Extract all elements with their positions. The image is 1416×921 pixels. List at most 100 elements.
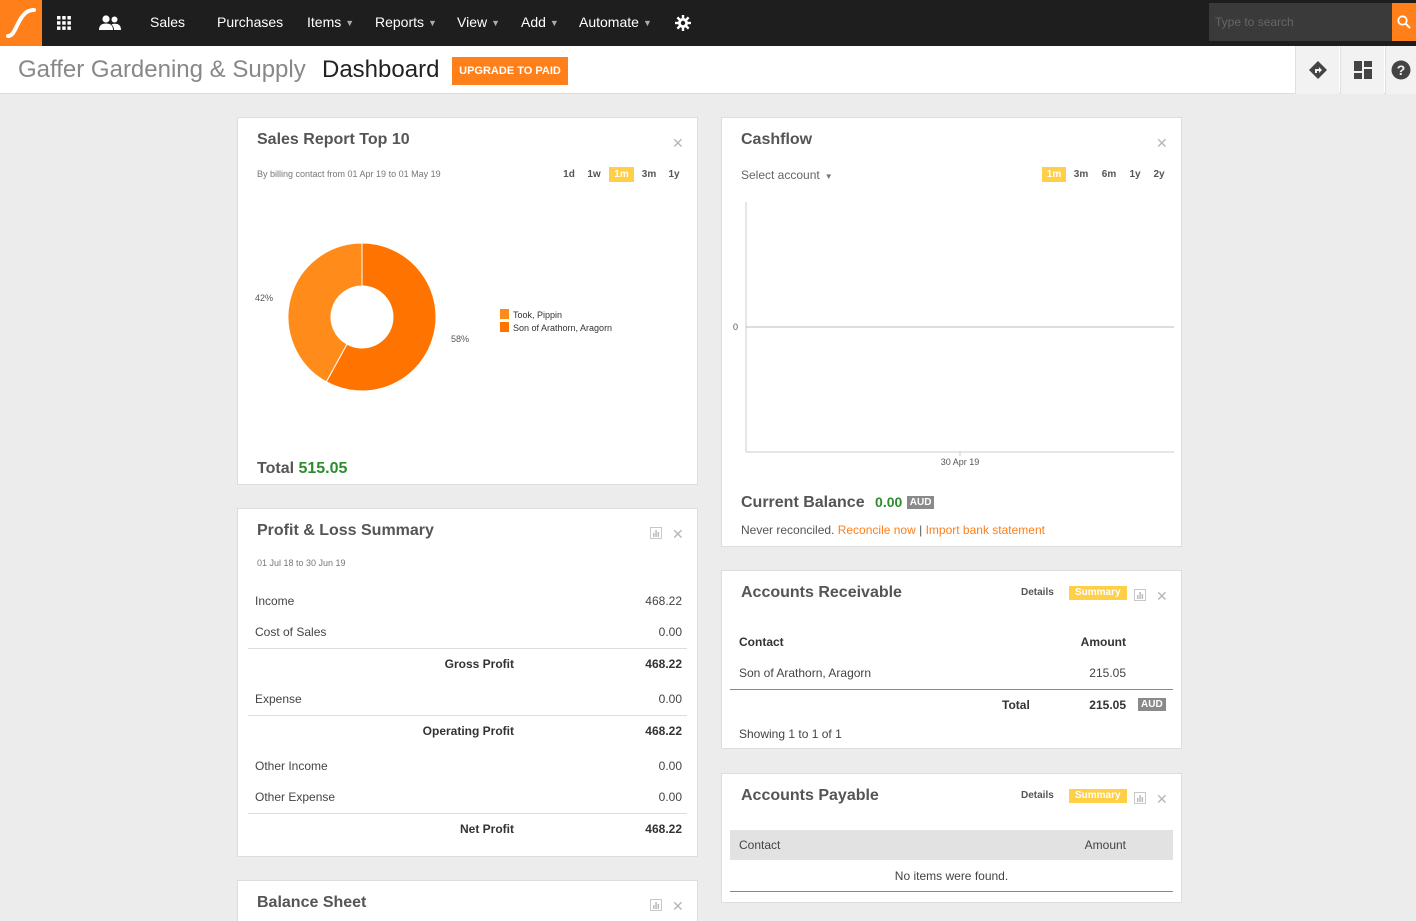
- chart-icon[interactable]: [1134, 792, 1146, 804]
- nav-automate[interactable]: Automate ▼: [579, 14, 652, 30]
- operating-profit-label: Operating Profit: [422, 724, 514, 738]
- contacts-icon[interactable]: [96, 0, 124, 46]
- range-3m[interactable]: 3m: [641, 169, 657, 180]
- empty-message: No items were found.: [894, 869, 1009, 883]
- pie-slice[interactable]: [287, 242, 363, 383]
- other-income-label: Other Income: [255, 759, 328, 773]
- close-icon[interactable]: ✕: [672, 898, 684, 914]
- chevron-down-icon: ▼: [428, 18, 437, 28]
- panel-title: Balance Sheet: [257, 894, 367, 911]
- chart-icon[interactable]: [650, 527, 662, 539]
- total-value: 515.05: [298, 460, 348, 477]
- range-1y[interactable]: 1y: [1129, 169, 1141, 180]
- upgrade-button[interactable]: UPGRADE TO PAID: [452, 57, 568, 85]
- chevron-down-icon: ▼: [642, 18, 652, 28]
- import-bank-statement-link[interactable]: Import bank statement: [925, 523, 1045, 537]
- operating-profit-value: 468.22: [645, 724, 682, 738]
- divider: [730, 891, 1173, 892]
- balance-sheet-panel: Balance Sheet ✕: [237, 880, 698, 921]
- pnl-period: 01 Jul 18 to 30 Jun 19: [257, 558, 346, 568]
- directions-button[interactable]: [1295, 46, 1339, 94]
- x-tick-label: 30 Apr 19: [941, 457, 980, 467]
- chart-icon[interactable]: [1134, 589, 1146, 601]
- total-value: 215.05: [1089, 698, 1126, 712]
- nav-add[interactable]: Add ▼: [521, 14, 559, 30]
- page-header: Gaffer Gardening & Supply Dashboard UPGR…: [0, 46, 1416, 94]
- summary-tab[interactable]: Summary: [1069, 789, 1127, 803]
- logo-icon: [6, 8, 36, 38]
- details-tab[interactable]: Details: [1021, 587, 1054, 598]
- reconcile-now-link[interactable]: Reconcile now: [837, 523, 916, 537]
- other-expense-value: 0.00: [658, 790, 682, 804]
- cost-of-sales-label: Cost of Sales: [255, 625, 327, 639]
- total-label: Total: [1002, 698, 1030, 712]
- slice-percent-label: 42%: [255, 293, 273, 303]
- range-1y[interactable]: 1y: [668, 169, 680, 180]
- panel-title: Sales Report Top 10: [257, 131, 410, 148]
- apps-grid-icon[interactable]: [52, 0, 76, 46]
- net-profit-label: Net Profit: [460, 822, 514, 836]
- divider: [248, 813, 687, 814]
- column-header-amount[interactable]: Amount: [1080, 635, 1126, 649]
- range-2y[interactable]: 2y: [1153, 169, 1165, 180]
- nav-items[interactable]: Items ▼: [307, 14, 355, 30]
- nav-sales[interactable]: Sales: [150, 14, 186, 30]
- slice-percent-label: 58%: [451, 334, 469, 344]
- pie-slice[interactable]: [325, 242, 437, 392]
- help-icon: ?: [1391, 60, 1411, 80]
- balance-value: 0.00: [875, 494, 903, 510]
- help-button[interactable]: ?: [1385, 46, 1416, 94]
- column-header-contact[interactable]: Contact: [739, 838, 781, 852]
- summary-tab[interactable]: Summary: [1069, 586, 1127, 600]
- close-icon[interactable]: ✕: [1156, 588, 1168, 604]
- legend-swatch: [500, 322, 509, 332]
- close-icon[interactable]: ✕: [672, 135, 684, 151]
- range-1d[interactable]: 1d: [563, 169, 575, 180]
- org-name: Gaffer Gardening & Supply: [18, 56, 306, 83]
- close-icon[interactable]: ✕: [672, 526, 684, 542]
- cashflow-panel: Cashflow ✕ Select account ▼ 1m 3m 6m 1y 2…: [721, 117, 1182, 547]
- other-expense-label: Other Expense: [255, 790, 336, 804]
- sales-report-panel: Sales Report Top 10 ✕ By billing contact…: [237, 117, 698, 485]
- range-1m[interactable]: 1m: [1042, 167, 1066, 182]
- range-3m[interactable]: 3m: [1073, 169, 1089, 180]
- top-navbar: Sales Purchases Items ▼ Reports ▼ View ▼ Ad…: [0, 0, 1416, 46]
- search-input[interactable]: [1209, 3, 1392, 41]
- row-contact: Son of Arathorn, Aragorn: [739, 666, 872, 680]
- select-account-dropdown[interactable]: Select account ▼: [741, 168, 833, 182]
- nav-view[interactable]: View ▼: [457, 14, 501, 30]
- profit-loss-panel: Profit & Loss Summary ✕ 01 Jul 18 to 30 …: [237, 508, 698, 857]
- range-1m[interactable]: 1m: [609, 167, 634, 182]
- column-header-contact[interactable]: Contact: [739, 635, 784, 649]
- expense-value: 0.00: [658, 692, 682, 706]
- total-label: Total: [257, 460, 295, 477]
- column-header-amount[interactable]: Amount: [1084, 838, 1126, 852]
- divider: [248, 648, 687, 649]
- layout-icon: [1353, 61, 1372, 79]
- svg-text:?: ?: [1397, 62, 1406, 78]
- income-value: 468.22: [645, 594, 682, 608]
- range-6m[interactable]: 6m: [1101, 169, 1117, 180]
- legend-label[interactable]: Took, Pippin: [513, 310, 562, 320]
- chevron-down-icon: ▼: [345, 18, 355, 28]
- legend-swatch: [500, 309, 509, 319]
- search-icon: [1397, 15, 1411, 29]
- gross-profit-value: 468.22: [645, 657, 682, 671]
- reconcile-line: Never reconciled. Reconcile now | Import…: [741, 523, 1045, 537]
- legend-label[interactable]: Son of Arathorn, Aragorn: [513, 323, 612, 333]
- search-button[interactable]: [1392, 3, 1416, 41]
- details-tab[interactable]: Details: [1021, 790, 1054, 801]
- panel-title: Accounts Payable: [741, 787, 879, 804]
- close-icon[interactable]: ✕: [1156, 791, 1168, 807]
- income-label: Income: [255, 594, 295, 608]
- nav-reports[interactable]: Reports ▼: [375, 14, 437, 30]
- chevron-down-icon: ▼: [491, 18, 501, 28]
- cashflow-chart: 0 30 Apr 19: [733, 202, 1174, 467]
- app-logo[interactable]: [0, 0, 42, 46]
- close-icon[interactable]: ✕: [1156, 135, 1168, 151]
- chart-icon[interactable]: [650, 899, 662, 911]
- settings-gear-icon[interactable]: [672, 0, 694, 46]
- dashboard-layout-button[interactable]: [1340, 46, 1384, 94]
- range-1w[interactable]: 1w: [587, 169, 601, 180]
- nav-purchases[interactable]: Purchases: [217, 14, 284, 30]
